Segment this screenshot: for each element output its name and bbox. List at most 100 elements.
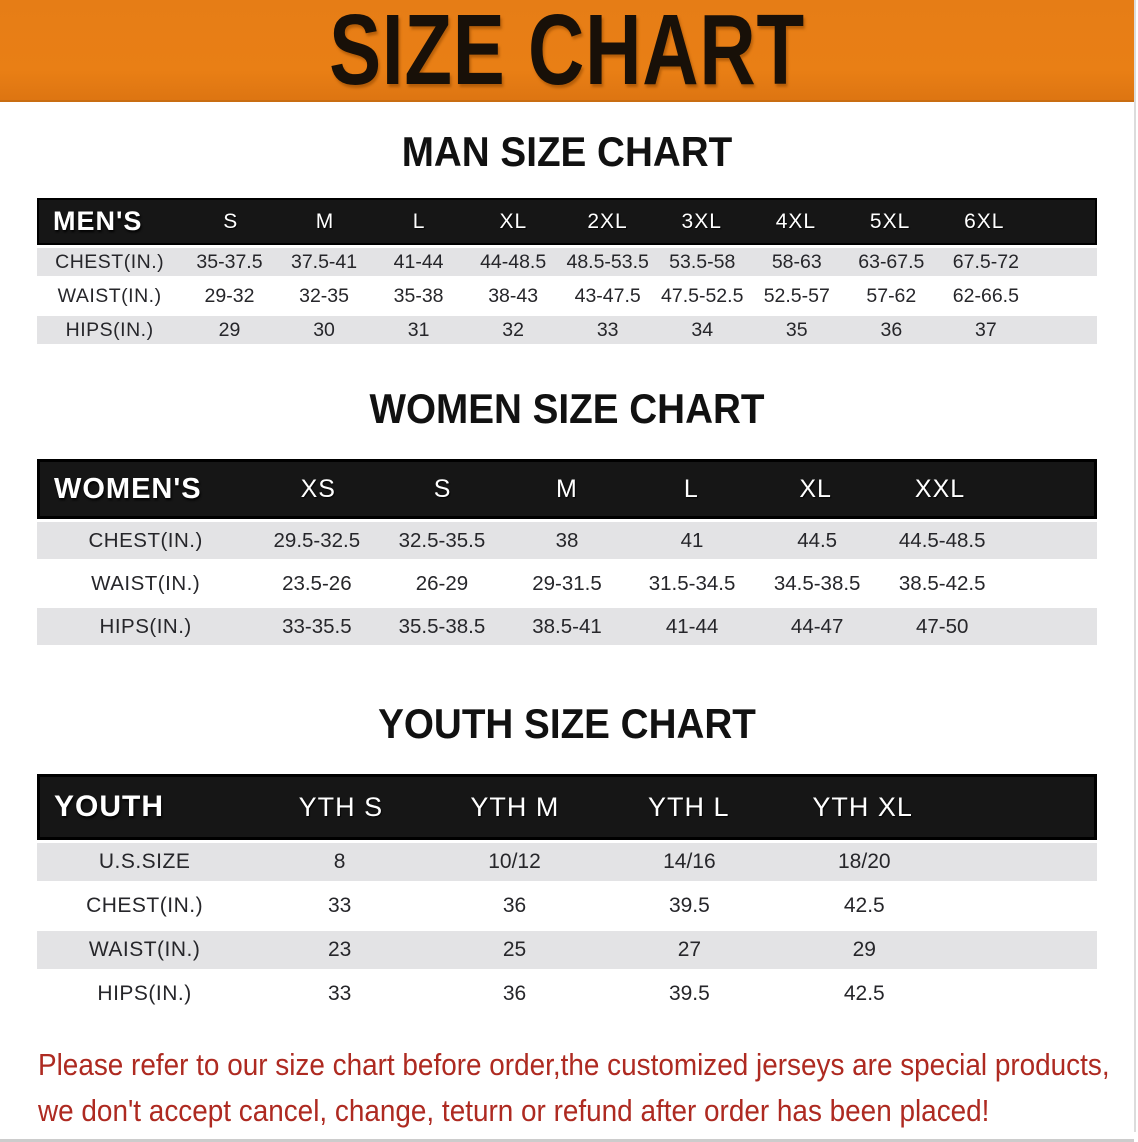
size-value: 39.5 bbox=[668, 894, 710, 917]
size-value: 47-50 bbox=[916, 614, 969, 638]
column-header: XL bbox=[499, 209, 528, 233]
column-header: L bbox=[683, 474, 699, 503]
size-value: 41-44 bbox=[393, 250, 444, 273]
size-value: 35.5-38.5 bbox=[398, 614, 486, 638]
size-value: 42.5 bbox=[843, 982, 885, 1005]
column-header: M bbox=[315, 209, 335, 233]
size-value: 33 bbox=[327, 982, 352, 1005]
column-header: 6XL bbox=[964, 209, 1005, 233]
size-value: 32 bbox=[502, 318, 524, 341]
size-value: 48.5-53.5 bbox=[566, 250, 649, 273]
column-header: 4XL bbox=[775, 209, 817, 233]
size-value: 29.5-32.5 bbox=[273, 528, 361, 552]
size-value: 42.5 bbox=[843, 894, 885, 917]
size-value: 63-67.5 bbox=[858, 250, 925, 273]
size-value: 36 bbox=[502, 982, 527, 1005]
table-title: WOMEN'S bbox=[54, 472, 202, 505]
column-header: M bbox=[556, 474, 578, 503]
page-title: SIZE CHART bbox=[329, 0, 805, 106]
size-value: 26-29 bbox=[415, 571, 469, 595]
size-value: 33 bbox=[327, 894, 352, 917]
section-youth: YOUTH SIZE CHART YOUTH YTH S YTH M YTH L YTH… bbox=[0, 702, 1134, 1016]
table-row: HIPS(IN.) 33 36 39.5 42.5 bbox=[37, 972, 1097, 1016]
size-value: 62-66.5 bbox=[952, 284, 1019, 307]
size-value: 27 bbox=[677, 938, 702, 961]
column-header: S bbox=[223, 209, 239, 233]
size-value: 39.5 bbox=[668, 982, 710, 1005]
table-row: WAIST(IN.) 29-32 32-35 35-38 38-43 43-47.5 47.… bbox=[37, 279, 1097, 313]
column-header: YTH L bbox=[647, 791, 730, 822]
size-value: 23 bbox=[327, 938, 352, 961]
table-header-row: WOMEN'S XS S M L XL XXL bbox=[37, 459, 1097, 519]
column-header: YTH S bbox=[298, 791, 384, 822]
table-row: WAIST(IN.) 23.5-26 26-29 29-31.5 31.5-34.5 34… bbox=[37, 562, 1097, 605]
column-header: 2XL bbox=[587, 209, 628, 233]
size-value: 32.5-35.5 bbox=[398, 528, 486, 552]
size-value: 35 bbox=[785, 318, 808, 341]
table-row: CHEST(IN.) 29.5-32.5 32.5-35.5 38 41 44.5 44.5… bbox=[37, 519, 1097, 562]
size-value: 29-31.5 bbox=[532, 571, 602, 595]
table-header-row: YOUTH YTH S YTH M YTH L YTH XL bbox=[37, 774, 1097, 840]
column-header: S bbox=[433, 474, 452, 503]
size-value: 31.5-34.5 bbox=[648, 571, 736, 595]
women-heading: WOMEN SIZE CHART bbox=[369, 385, 765, 432]
row-label: WAIST(IN.) bbox=[57, 284, 162, 307]
column-header: YTH XL bbox=[812, 791, 913, 822]
men-heading: MAN SIZE CHART bbox=[401, 128, 733, 175]
row-label: CHEST(IN.) bbox=[55, 250, 165, 273]
table-row: CHEST(IN.) 35-37.5 37.5-41 41-44 44-48.5 48.5… bbox=[37, 245, 1097, 279]
size-value: 43-47.5 bbox=[574, 284, 641, 307]
table-row: U.S.SIZE 8 10/12 14/16 18/20 bbox=[37, 840, 1097, 884]
disclaimer: Please refer to our size chart before or… bbox=[0, 1042, 1134, 1134]
table-row: CHEST(IN.) 33 36 39.5 42.5 bbox=[37, 884, 1097, 928]
column-header: XXL bbox=[914, 474, 966, 503]
column-header: YTH M bbox=[470, 791, 560, 822]
size-value: 36 bbox=[880, 318, 903, 341]
section-women: WOMEN SIZE CHART WOMEN'S XS S M L XL XXL CHEST(… bbox=[0, 387, 1134, 648]
size-value: 29 bbox=[852, 938, 876, 961]
size-value: 32-35 bbox=[299, 284, 349, 307]
size-value: 25 bbox=[502, 938, 527, 961]
size-value: 47.5-52.5 bbox=[661, 284, 744, 307]
size-value: 31 bbox=[407, 318, 430, 341]
disclaimer-line-1: Please refer to our size chart before or… bbox=[38, 1047, 1110, 1082]
size-value: 23.5-26 bbox=[282, 571, 352, 595]
size-value: 35-38 bbox=[393, 284, 444, 307]
size-value: 35-37.5 bbox=[196, 250, 263, 273]
men-size-table: MEN'S S M L XL 2XL 3XL 4XL 5XL 6XL CHEST(IN.) 35-37… bbox=[37, 198, 1097, 347]
row-label: HIPS(IN.) bbox=[97, 982, 192, 1005]
size-value: 44-47 bbox=[790, 614, 844, 638]
table-row: WAIST(IN.) 23 25 27 29 bbox=[37, 928, 1097, 972]
size-value: 44.5 bbox=[797, 528, 838, 552]
size-value: 37 bbox=[975, 318, 997, 341]
size-value: 44.5-48.5 bbox=[898, 528, 986, 552]
size-value: 18/20 bbox=[838, 850, 891, 873]
size-value: 41 bbox=[680, 528, 704, 552]
size-value: 38 bbox=[555, 528, 579, 552]
size-value: 29-32 bbox=[204, 284, 255, 307]
size-value: 52.5-57 bbox=[763, 284, 830, 307]
size-value: 30 bbox=[313, 318, 335, 341]
row-label: WAIST(IN.) bbox=[88, 938, 201, 961]
size-value: 36 bbox=[502, 894, 527, 917]
table-header-row: MEN'S S M L XL 2XL 3XL 4XL 5XL 6XL bbox=[37, 198, 1097, 245]
row-label: HIPS(IN.) bbox=[65, 318, 154, 341]
disclaimer-line-2: we don't accept cancel, change, teturn o… bbox=[38, 1093, 990, 1128]
size-value: 10/12 bbox=[488, 850, 541, 873]
size-value: 34.5-38.5 bbox=[773, 571, 861, 595]
size-value: 14/16 bbox=[663, 850, 716, 873]
youth-size-table: YOUTH YTH S YTH M YTH L YTH XL U.S.SIZE 8 10/12… bbox=[37, 774, 1097, 1016]
size-value: 53.5-58 bbox=[669, 250, 736, 273]
size-value: 37.5-41 bbox=[290, 250, 358, 273]
size-value: 41-44 bbox=[665, 614, 719, 638]
column-header: XL bbox=[799, 474, 832, 503]
section-men: MAN SIZE CHART MEN'S S M L XL 2XL 3XL 4XL 5XL 6XL… bbox=[0, 130, 1134, 347]
banner: SIZE CHART bbox=[0, 0, 1134, 102]
size-value: 29 bbox=[218, 318, 241, 341]
size-value: 8 bbox=[333, 850, 346, 873]
column-header: L bbox=[412, 209, 426, 233]
table-row: HIPS(IN.) 33-35.5 35.5-38.5 38.5-41 41-44 44-… bbox=[37, 605, 1097, 648]
youth-heading: YOUTH SIZE CHART bbox=[378, 700, 756, 747]
row-label: WAIST(IN.) bbox=[91, 571, 201, 595]
